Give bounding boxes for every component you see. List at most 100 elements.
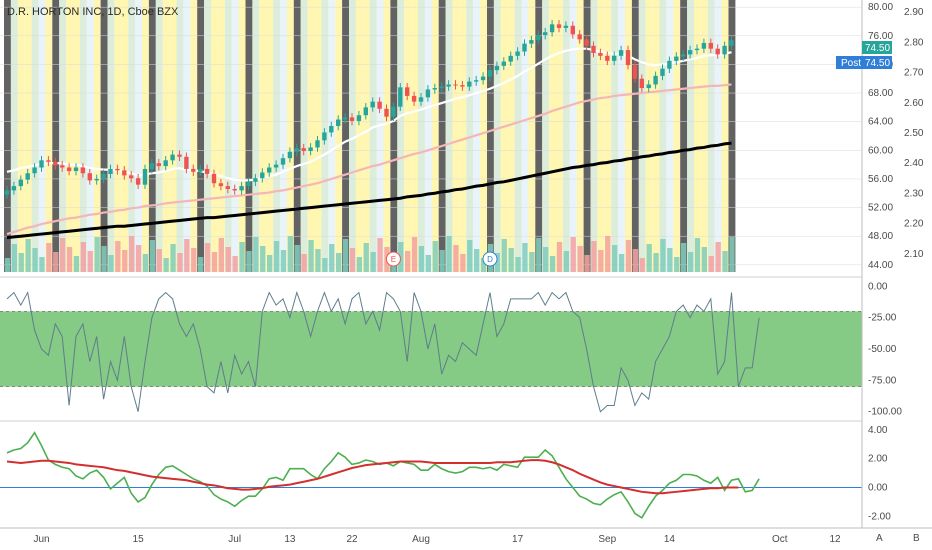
candle-body: [163, 160, 168, 167]
ratio-tick-label: 2.50: [904, 128, 924, 139]
candle-body: [25, 173, 30, 180]
background-stripe: [480, 0, 487, 272]
candle-body: [639, 78, 644, 89]
volume-bar: [39, 257, 45, 272]
background-stripe: [273, 0, 280, 272]
candle-body: [605, 55, 610, 61]
volume-bar: [377, 238, 383, 272]
volume-bar: [501, 239, 507, 272]
williams-r-pane: [0, 276, 862, 413]
candle-body: [218, 183, 224, 187]
williams-tick-label: 0.00: [868, 281, 888, 292]
candle-body: [135, 178, 141, 185]
ratio-tick-label: 2.60: [904, 98, 924, 109]
candle-body: [273, 164, 279, 168]
candle-body: [370, 101, 375, 108]
background-stripe: [197, 0, 205, 272]
macd-tick-label: 4.00: [868, 425, 888, 436]
candle-body: [487, 70, 493, 77]
volume-bar: [563, 251, 569, 272]
volume-bar: [73, 256, 80, 272]
background-stripe: [107, 0, 115, 272]
volume-bar: [646, 244, 652, 272]
candle-body: [156, 163, 161, 167]
background-stripe: [397, 0, 405, 272]
macd-tick-label: 0.00: [868, 482, 888, 493]
volume-bar: [280, 250, 287, 272]
candle-body: [612, 55, 617, 61]
background-stripe: [452, 0, 460, 272]
axis-a-label[interactable]: A: [876, 533, 883, 544]
volume-bar: [494, 253, 500, 272]
background-stripe: [31, 0, 39, 272]
volume-bar: [60, 238, 66, 272]
background-stripe: [335, 0, 343, 272]
candle-body: [384, 108, 389, 117]
background-stripe: [694, 0, 701, 272]
volume-bar: [66, 247, 73, 272]
background-stripe: [369, 0, 377, 272]
price-tick-label: 56.00: [868, 174, 893, 185]
volume-bars: [4, 236, 735, 272]
candle-body: [177, 154, 182, 157]
volume-bar: [142, 254, 149, 272]
candle-body: [46, 160, 51, 162]
background-stripe: [625, 0, 632, 272]
candle-body: [53, 161, 58, 166]
event-marker[interactable]: E: [385, 251, 401, 267]
background-stripe: [390, 0, 398, 272]
background-stripe: [169, 0, 177, 272]
volume-bar: [246, 251, 252, 272]
volume-bar: [329, 244, 335, 272]
background-stripe: [114, 0, 122, 272]
volume-bar: [543, 247, 549, 272]
background-stripe: [411, 0, 418, 272]
volume-bar: [722, 251, 728, 272]
volume-bar: [508, 248, 514, 272]
candle-body: [632, 65, 638, 79]
volume-bar: [349, 248, 356, 272]
price-tick-label: 48.00: [868, 231, 893, 242]
volume-bar: [701, 247, 707, 272]
background-stripe: [645, 0, 653, 272]
volume-bar: [729, 237, 735, 272]
candle-body: [87, 173, 92, 181]
background-stripe: [438, 0, 446, 272]
background-stripe: [59, 0, 67, 272]
volume-bar: [687, 252, 694, 272]
volume-bar: [4, 258, 11, 272]
date-tick-label: Jun: [33, 534, 49, 545]
background-stripe: [493, 0, 501, 272]
williams-r-line: [6, 290, 760, 413]
moving-average-line: [6, 83, 732, 236]
background-stripe: [211, 0, 218, 272]
background-stripe: [286, 0, 294, 272]
volume-bar: [536, 238, 542, 272]
volume-bar: [204, 243, 211, 272]
volume-bar: [149, 240, 155, 272]
candle-body: [377, 101, 382, 109]
volume-bar: [708, 256, 714, 272]
volume-bar: [439, 250, 445, 272]
background-stripe: [17, 0, 25, 272]
event-marker-circle: [482, 251, 498, 267]
volume-bar: [363, 243, 369, 272]
post-label: Post: [841, 58, 861, 69]
volume-bar: [584, 255, 590, 272]
background-stripe: [700, 0, 708, 272]
volume-bar: [474, 249, 480, 272]
event-marker[interactable]: D: [482, 251, 498, 267]
background-stripe: [576, 0, 584, 272]
background-stripe: [4, 0, 11, 272]
background-stripe: [176, 0, 184, 272]
background-stripe: [162, 0, 170, 272]
axis-b-label[interactable]: B: [913, 533, 920, 544]
candle-body: [225, 186, 230, 189]
background-stripe: [86, 0, 94, 272]
date-tick-label: Jul: [228, 534, 241, 545]
candle-body: [39, 160, 44, 168]
candle-body: [398, 87, 403, 107]
price-tick-label: 52.00: [868, 203, 893, 214]
candle-body: [591, 45, 596, 53]
